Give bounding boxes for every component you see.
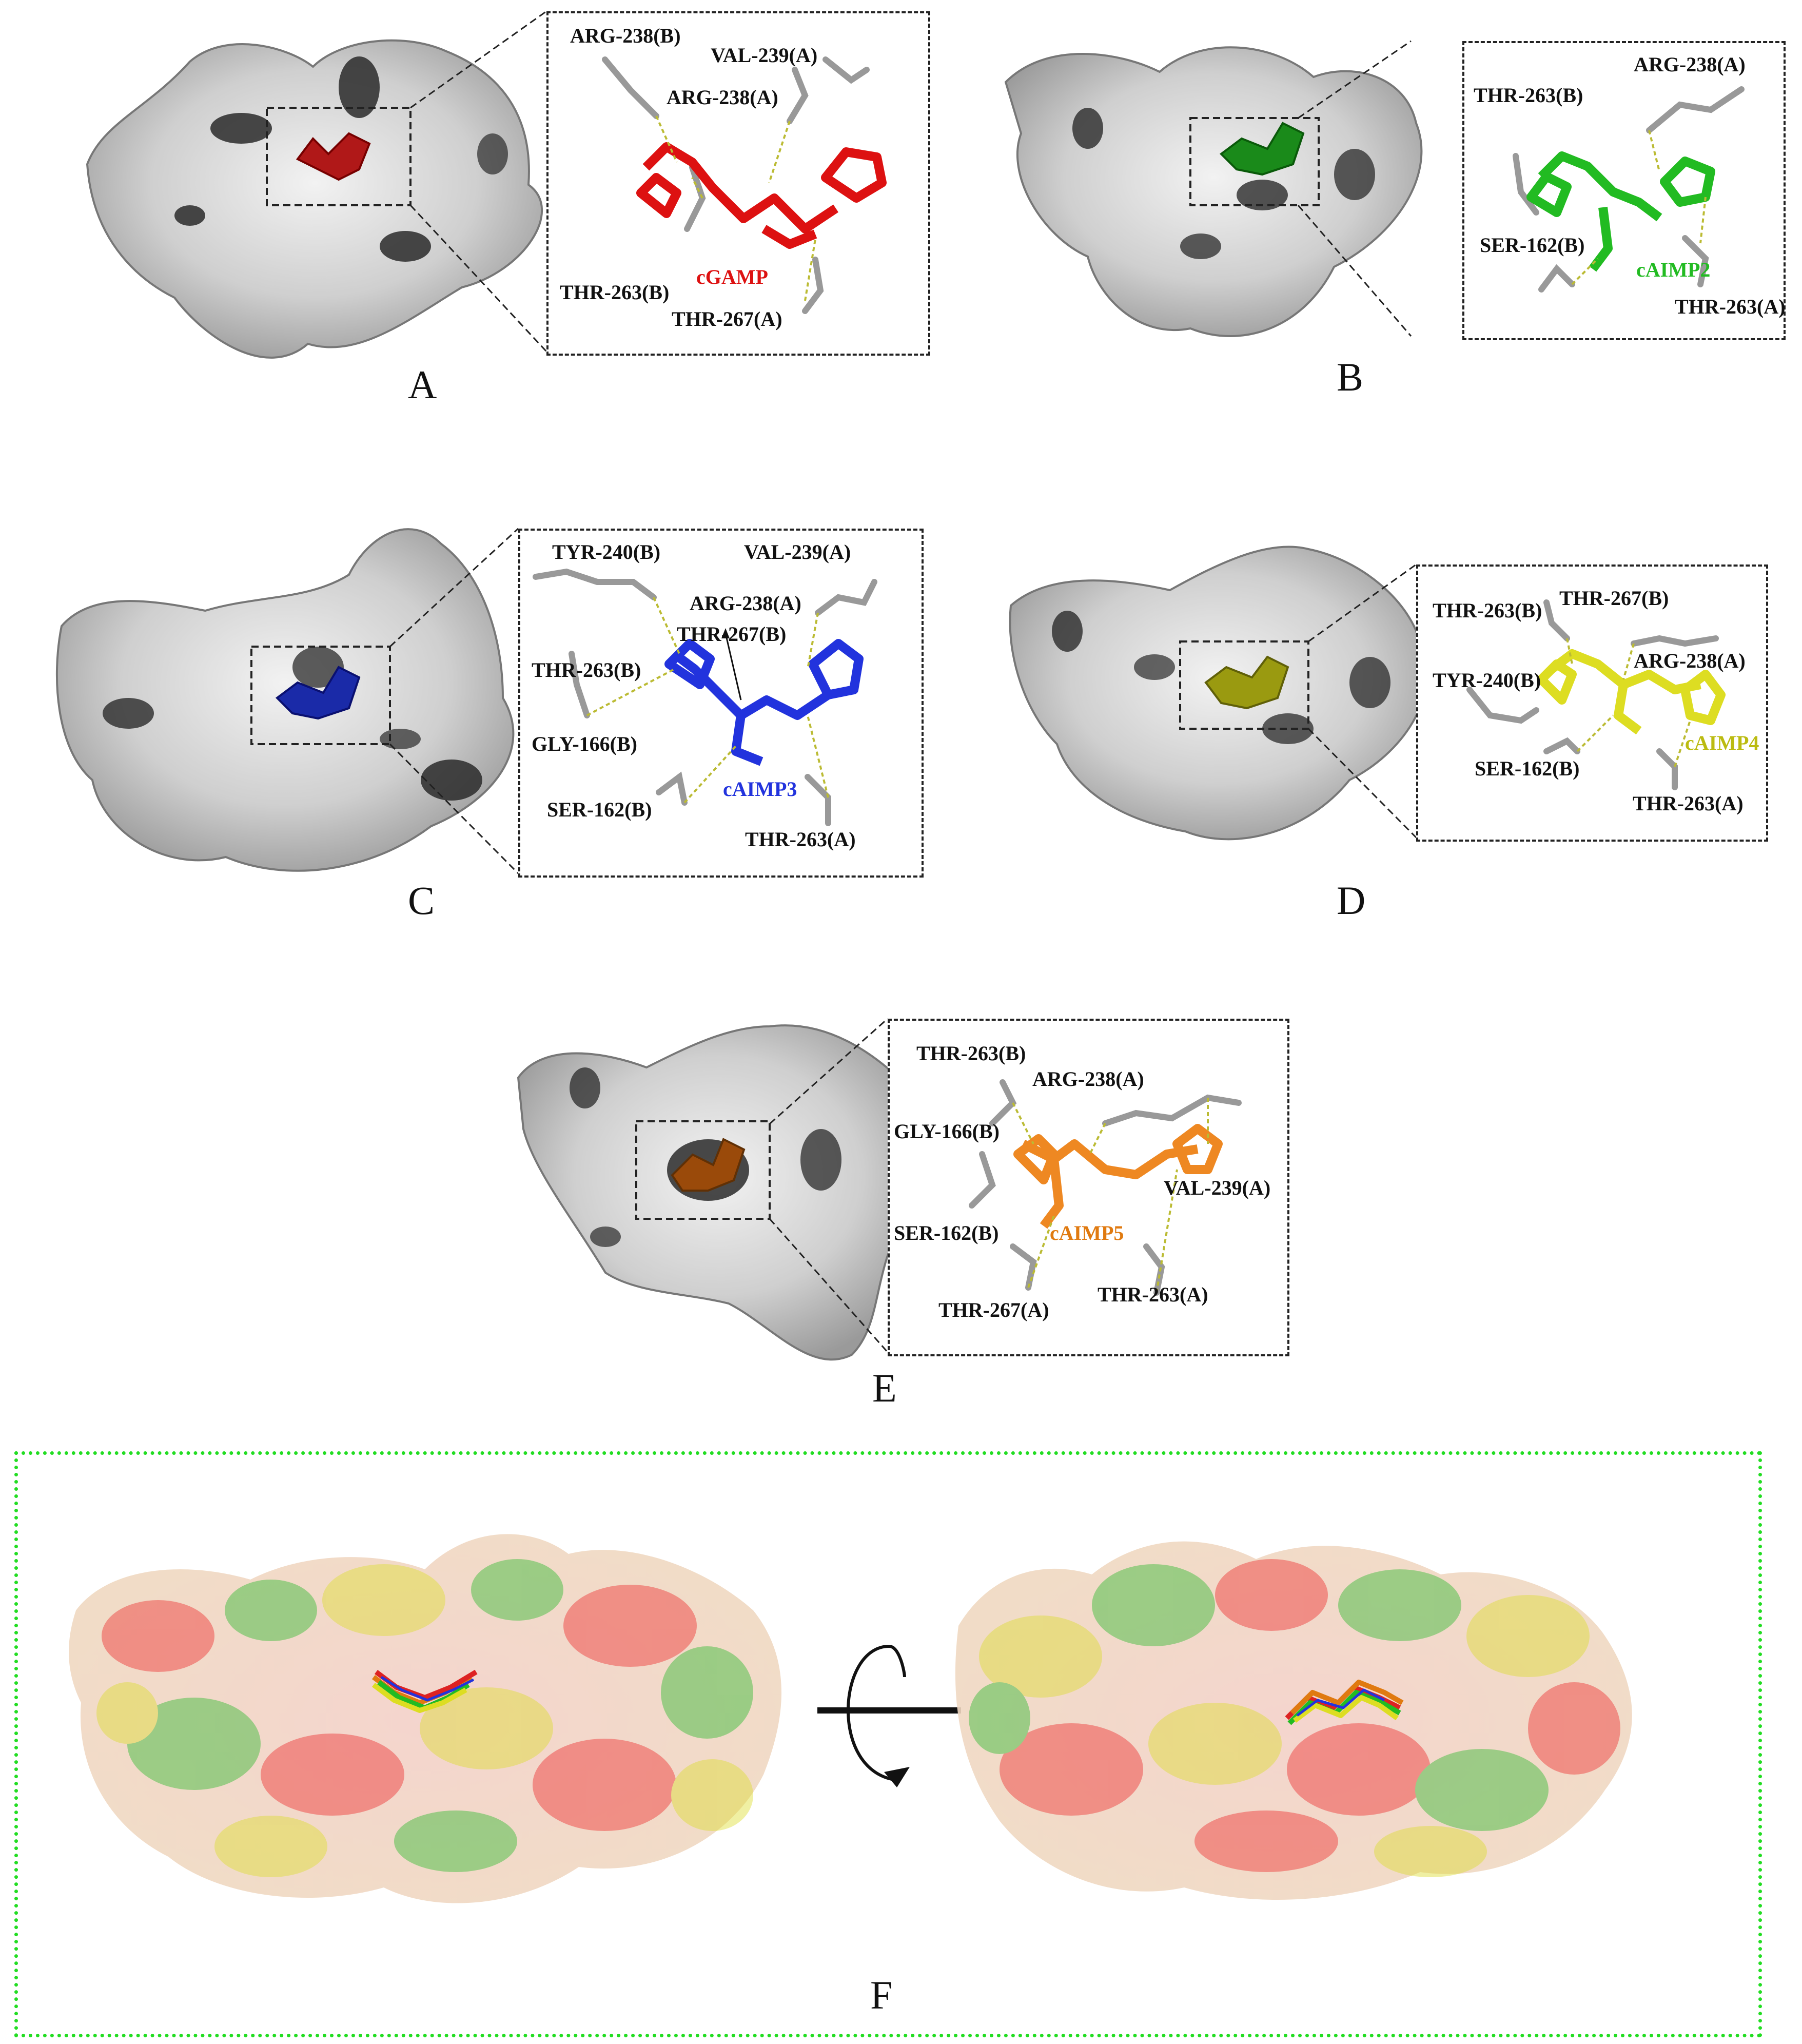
zoom-lines-c: [389, 528, 519, 874]
residue-label: VAL-239(A): [711, 44, 818, 67]
panel-label-c: C: [408, 878, 435, 923]
overlay-surface-right: [955, 1541, 1632, 1900]
panel-label-a: A: [408, 362, 437, 407]
residue-label: SER-162(B): [894, 1221, 999, 1244]
panel-d: THR-263(B) THR-267(B) ARG-238(A) TYR-240…: [975, 493, 1796, 934]
residue-label: TYR-240(B): [1433, 669, 1541, 692]
panel-f: F: [14, 1451, 1755, 2030]
residue-label: GLY-166(B): [894, 1120, 1000, 1143]
residue-label: VAL-239(A): [744, 540, 851, 563]
panel-c: TYR-240(B) VAL-239(A) ARG-238(A) THR-267…: [0, 493, 934, 934]
residue-label: VAL-239(A): [1164, 1176, 1271, 1199]
binding-pose-a: [602, 56, 887, 314]
binding-pose-e: [969, 1079, 1242, 1296]
protein-surface-b: [1004, 46, 1423, 337]
ligand-label: cAIMP3: [723, 777, 797, 801]
inset-d: THR-263(B) THR-267(B) ARG-238(A) TYR-240…: [1416, 564, 1768, 842]
residue-label: ARG-238(A): [1634, 649, 1746, 672]
rotate-icon: [817, 1645, 961, 1787]
zoom-lines-b: [1297, 40, 1412, 337]
residue-label: THR-263(A): [745, 828, 856, 851]
panel-b: ARG-238(A) THR-263(B) SER-162(B) THR-263…: [975, 0, 1796, 411]
ligand-label: cAIMP5: [1050, 1221, 1124, 1244]
zoom-lines-d: [1307, 563, 1417, 839]
binding-pose-d: [1466, 599, 1726, 790]
protein-surface-a: [86, 39, 543, 359]
overlay-surface-left: [69, 1534, 781, 1903]
panel-f-frame: [14, 1451, 1762, 2037]
residue-label: ARG-238(B): [570, 24, 681, 47]
ligand-label: cAIMP2: [1636, 258, 1711, 281]
panel-label-b: B: [1337, 355, 1364, 399]
protein-surface-d: [1009, 546, 1428, 841]
residue-label: THR-267(B): [677, 622, 787, 646]
residue-label: THR-267(A): [672, 307, 782, 330]
panel-label-e: E: [872, 1366, 897, 1410]
ligand-label: cGAMP: [696, 265, 768, 288]
residue-label: ARG-238(A): [690, 592, 801, 615]
panel-label-d: D: [1337, 878, 1366, 923]
residue-label: SER-162(B): [547, 798, 652, 821]
residue-label: TYR-240(B): [552, 540, 661, 563]
inset-a: ARG-238(B) VAL-239(A) ARG-238(A) THR-263…: [546, 11, 930, 356]
residue-label: THR-267(B): [1559, 587, 1669, 610]
panel-e: THR-263(B) ARG-238(A) GLY-166(B) VAL-239…: [462, 985, 1365, 1422]
residue-label: THR-263(A): [1675, 295, 1786, 318]
residue-label: SER-162(B): [1475, 757, 1580, 780]
residue-label: SER-162(B): [1480, 233, 1585, 257]
panel-label-f: F: [870, 1973, 893, 2017]
zoom-lines-a: [409, 10, 547, 353]
inset-c: TYR-240(B) VAL-239(A) ARG-238(A) THR-267…: [518, 529, 924, 878]
residue-label: THR-263(A): [1098, 1283, 1208, 1306]
protein-surface-c: [55, 528, 515, 872]
binding-pose-b: [1513, 86, 1745, 293]
residue-label: THR-263(B): [1433, 599, 1542, 622]
binding-pose-c: [533, 568, 877, 826]
residue-label: THR-263(B): [532, 658, 641, 682]
residue-label: THR-263(B): [1474, 84, 1583, 107]
residue-label: ARG-238(A): [667, 86, 778, 109]
panel-a: ARG-238(B) VAL-239(A) ARG-238(A) THR-263…: [0, 0, 934, 411]
residue-label: ARG-238(A): [1032, 1067, 1144, 1091]
residue-label: THR-263(B): [560, 281, 670, 304]
residue-label: GLY-166(B): [532, 732, 637, 755]
inset-b: ARG-238(A) THR-263(B) SER-162(B) THR-263…: [1462, 41, 1786, 340]
zoom-lines-e: [769, 1018, 889, 1353]
residue-label: THR-267(A): [938, 1298, 1049, 1321]
residue-label: THR-263(B): [916, 1042, 1026, 1065]
residue-label: ARG-238(A): [1634, 53, 1746, 76]
inset-e: THR-263(B) ARG-238(A) GLY-166(B) VAL-239…: [888, 1019, 1289, 1356]
residue-label: THR-263(A): [1633, 792, 1744, 815]
ligand-label: cAIMP4: [1685, 731, 1759, 754]
